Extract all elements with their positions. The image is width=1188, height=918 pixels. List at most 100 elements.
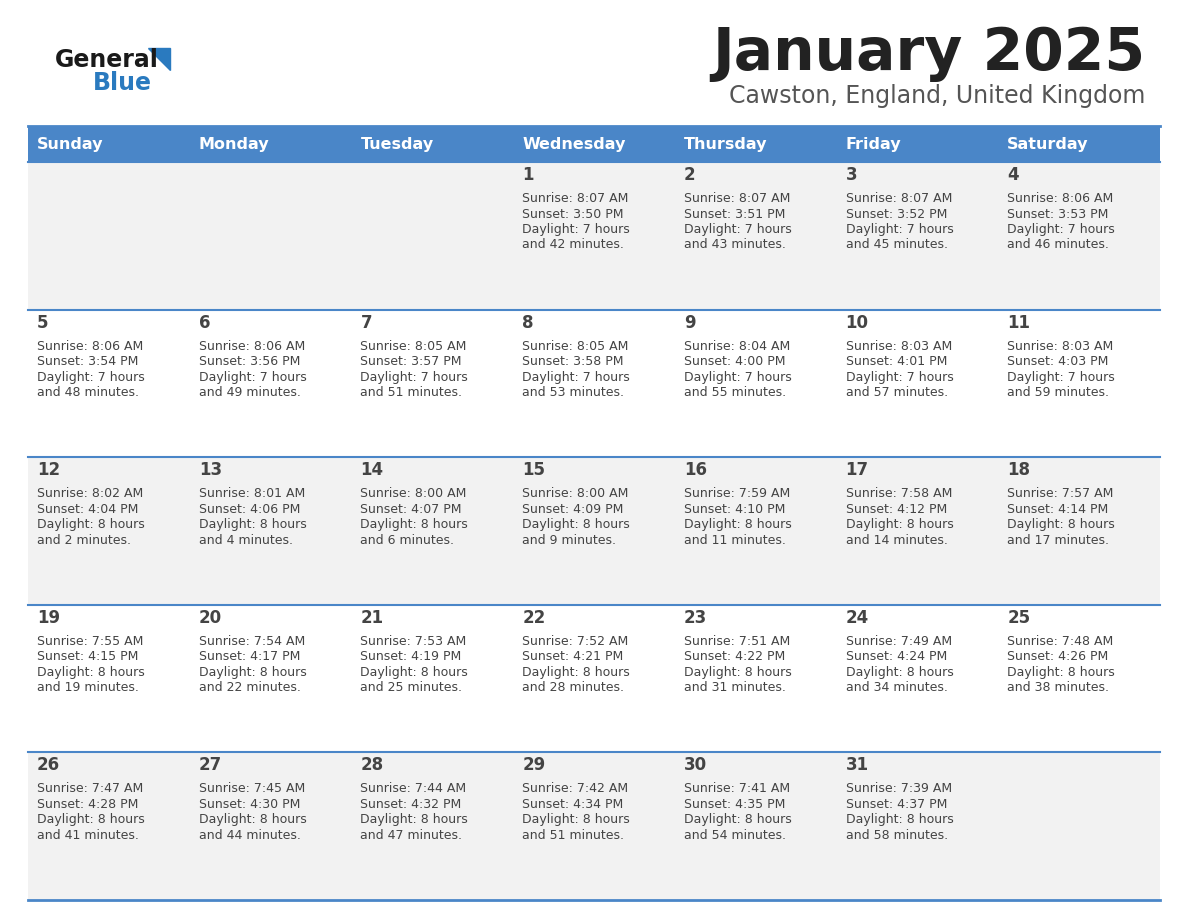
Text: and 55 minutes.: and 55 minutes. (684, 386, 786, 399)
Text: Sunrise: 8:00 AM: Sunrise: 8:00 AM (360, 487, 467, 500)
Text: and 6 minutes.: and 6 minutes. (360, 533, 455, 547)
Text: 20: 20 (198, 609, 222, 627)
Text: Daylight: 7 hours: Daylight: 7 hours (1007, 223, 1116, 236)
Text: Daylight: 8 hours: Daylight: 8 hours (1007, 666, 1116, 678)
Bar (352, 309, 513, 457)
Text: and 45 minutes.: and 45 minutes. (846, 239, 948, 252)
Bar (29, 457, 190, 605)
Text: Sunset: 4:15 PM: Sunset: 4:15 PM (37, 650, 138, 664)
Text: and 2 minutes.: and 2 minutes. (37, 533, 131, 547)
Text: Sunset: 4:34 PM: Sunset: 4:34 PM (523, 798, 624, 811)
Bar (513, 457, 675, 605)
Bar (675, 126, 836, 162)
Text: Sunrise: 7:45 AM: Sunrise: 7:45 AM (198, 782, 305, 795)
Polygon shape (148, 48, 170, 70)
Text: and 57 minutes.: and 57 minutes. (846, 386, 948, 399)
Bar (836, 309, 998, 457)
Text: Sunrise: 8:06 AM: Sunrise: 8:06 AM (198, 340, 305, 353)
Text: Sunset: 4:19 PM: Sunset: 4:19 PM (360, 650, 462, 664)
Text: 15: 15 (523, 461, 545, 479)
Text: 24: 24 (846, 609, 868, 627)
Text: Sunrise: 7:55 AM: Sunrise: 7:55 AM (37, 635, 144, 648)
Text: Daylight: 7 hours: Daylight: 7 hours (198, 371, 307, 384)
Bar (675, 309, 836, 457)
Bar (513, 309, 675, 457)
Text: Sunset: 4:14 PM: Sunset: 4:14 PM (1007, 503, 1108, 516)
Text: 2: 2 (684, 166, 695, 184)
Bar (675, 605, 836, 753)
Bar (998, 126, 1159, 162)
Text: Wednesday: Wednesday (523, 137, 626, 151)
Text: Sunset: 4:30 PM: Sunset: 4:30 PM (198, 798, 301, 811)
Text: Daylight: 8 hours: Daylight: 8 hours (37, 518, 145, 532)
Text: Sunset: 3:51 PM: Sunset: 3:51 PM (684, 207, 785, 220)
Text: 26: 26 (37, 756, 61, 775)
Text: and 17 minutes.: and 17 minutes. (1007, 533, 1110, 547)
Bar (190, 457, 352, 605)
Bar (836, 126, 998, 162)
Text: Sunrise: 8:04 AM: Sunrise: 8:04 AM (684, 340, 790, 353)
Text: Daylight: 8 hours: Daylight: 8 hours (523, 518, 630, 532)
Text: Sunset: 3:52 PM: Sunset: 3:52 PM (846, 207, 947, 220)
Text: Sunrise: 7:41 AM: Sunrise: 7:41 AM (684, 782, 790, 795)
Bar (29, 605, 190, 753)
Text: Daylight: 8 hours: Daylight: 8 hours (360, 813, 468, 826)
Text: 14: 14 (360, 461, 384, 479)
Bar (29, 753, 190, 900)
Text: 10: 10 (846, 314, 868, 331)
Text: Sunset: 4:01 PM: Sunset: 4:01 PM (846, 355, 947, 368)
Bar (836, 162, 998, 309)
Text: Sunrise: 7:49 AM: Sunrise: 7:49 AM (846, 635, 952, 648)
Bar (29, 162, 190, 309)
Text: Daylight: 7 hours: Daylight: 7 hours (360, 371, 468, 384)
Text: Sunset: 4:37 PM: Sunset: 4:37 PM (846, 798, 947, 811)
Text: Sunrise: 8:06 AM: Sunrise: 8:06 AM (1007, 192, 1113, 205)
Text: Sunset: 3:53 PM: Sunset: 3:53 PM (1007, 207, 1108, 220)
Text: Sunset: 4:03 PM: Sunset: 4:03 PM (1007, 355, 1108, 368)
Bar (352, 605, 513, 753)
Text: Sunset: 4:10 PM: Sunset: 4:10 PM (684, 503, 785, 516)
Text: Sunrise: 7:44 AM: Sunrise: 7:44 AM (360, 782, 467, 795)
Text: 28: 28 (360, 756, 384, 775)
Text: Sunrise: 7:39 AM: Sunrise: 7:39 AM (846, 782, 952, 795)
Text: 12: 12 (37, 461, 61, 479)
Text: Daylight: 8 hours: Daylight: 8 hours (1007, 518, 1116, 532)
Text: and 59 minutes.: and 59 minutes. (1007, 386, 1110, 399)
Text: and 48 minutes.: and 48 minutes. (37, 386, 139, 399)
Bar (998, 753, 1159, 900)
Text: and 31 minutes.: and 31 minutes. (684, 681, 785, 694)
Text: 27: 27 (198, 756, 222, 775)
Text: 1: 1 (523, 166, 533, 184)
Text: Saturday: Saturday (1007, 137, 1088, 151)
Bar (675, 162, 836, 309)
Text: and 51 minutes.: and 51 minutes. (523, 829, 624, 842)
Bar (998, 162, 1159, 309)
Text: Monday: Monday (198, 137, 270, 151)
Text: Daylight: 8 hours: Daylight: 8 hours (198, 666, 307, 678)
Text: Daylight: 8 hours: Daylight: 8 hours (684, 666, 791, 678)
Text: Sunset: 4:21 PM: Sunset: 4:21 PM (523, 650, 624, 664)
Text: Sunrise: 8:03 AM: Sunrise: 8:03 AM (846, 340, 952, 353)
Text: Sunrise: 8:02 AM: Sunrise: 8:02 AM (37, 487, 144, 500)
Bar (352, 753, 513, 900)
Text: and 41 minutes.: and 41 minutes. (37, 829, 139, 842)
Text: Daylight: 8 hours: Daylight: 8 hours (360, 518, 468, 532)
Text: Sunrise: 8:06 AM: Sunrise: 8:06 AM (37, 340, 144, 353)
Text: 25: 25 (1007, 609, 1030, 627)
Text: Sunrise: 8:01 AM: Sunrise: 8:01 AM (198, 487, 305, 500)
Text: and 44 minutes.: and 44 minutes. (198, 829, 301, 842)
Bar (836, 753, 998, 900)
Bar (352, 457, 513, 605)
Text: Daylight: 8 hours: Daylight: 8 hours (846, 813, 953, 826)
Bar (29, 309, 190, 457)
Text: 16: 16 (684, 461, 707, 479)
Text: General: General (55, 48, 159, 72)
Text: 30: 30 (684, 756, 707, 775)
Text: Sunrise: 7:42 AM: Sunrise: 7:42 AM (523, 782, 628, 795)
Text: Sunset: 4:24 PM: Sunset: 4:24 PM (846, 650, 947, 664)
Text: Sunset: 4:04 PM: Sunset: 4:04 PM (37, 503, 138, 516)
Text: 7: 7 (360, 314, 372, 331)
Text: Daylight: 7 hours: Daylight: 7 hours (523, 223, 630, 236)
Text: Sunday: Sunday (37, 137, 103, 151)
Text: Sunrise: 8:03 AM: Sunrise: 8:03 AM (1007, 340, 1113, 353)
